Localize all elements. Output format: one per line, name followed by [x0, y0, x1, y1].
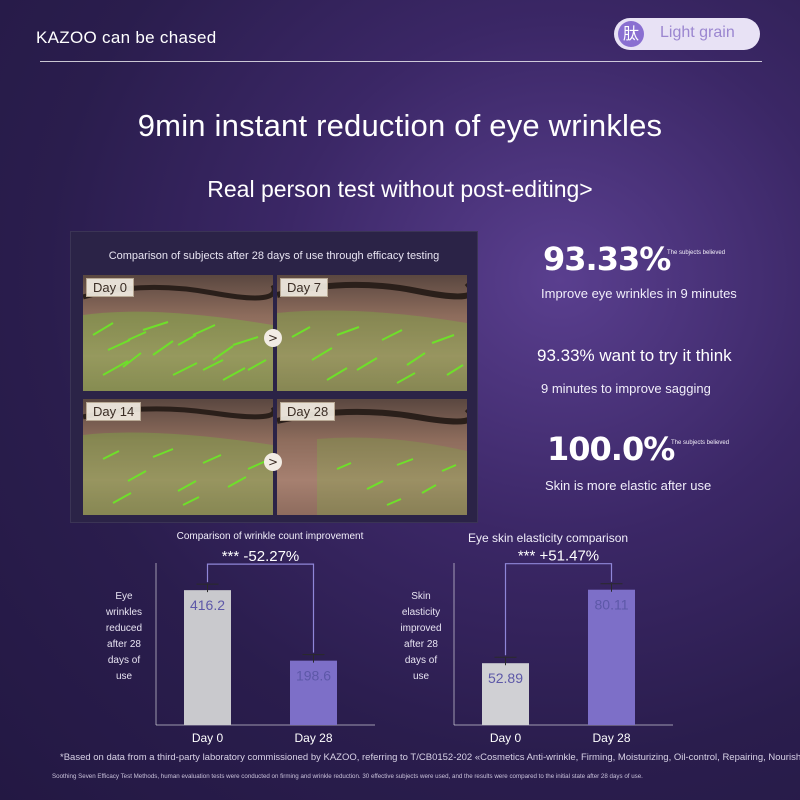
chart1-ylabel: Eye wrinkles reduced after 28 days of us… — [105, 591, 143, 682]
arrow-icon: > — [264, 453, 282, 471]
bar-day-28 — [290, 660, 337, 725]
photo-day-7: Day 7 — [277, 275, 467, 391]
chart1-plot: 416.2 Day 0 198.6 Day 28 *** -52.27% — [155, 548, 375, 745]
badge-pill: 肽 Light grain — [614, 18, 760, 50]
stat-elastic-note: The subjects believed — [671, 440, 730, 446]
page-title: 9min instant reduction of eye wrinkles — [137, 108, 663, 143]
photo-day-28: Day 28 — [277, 399, 467, 515]
day-label: Day 28 — [280, 402, 336, 421]
day-label: Day 7 — [280, 278, 328, 297]
chart2-plot: 52.89 Day 0 80.11 Day 28 *** +51.47% — [453, 548, 673, 745]
bar-day-28 — [588, 589, 635, 725]
chart2-title: Eye skin elasticity comparison — [468, 531, 629, 545]
stat-elastic-percent: 100.0% — [547, 430, 675, 468]
x-tick-label: Day 0 — [192, 731, 224, 745]
page-subtitle: Real person test without post-editing> — [207, 176, 593, 202]
x-tick-label: Day 28 — [294, 731, 332, 745]
photo-panel-heading: Comparison of subjects after 28 days of … — [108, 250, 440, 262]
bar-day-0 — [184, 590, 231, 725]
brand-name: KAZOO can be chased — [36, 28, 217, 47]
day-label: Day 14 — [86, 402, 142, 421]
bar-value-label: 416.2 — [190, 597, 225, 613]
significance-bracket — [206, 563, 315, 653]
footnote-line-1: *Based on data from a third-party labora… — [60, 752, 800, 763]
bar-value-label: 52.89 — [488, 670, 523, 686]
chart2-ylabel: Skin elasticity improved after 28 days o… — [400, 591, 442, 682]
stat-sagging-text: 9 minutes to improve sagging — [541, 381, 711, 396]
peptide-icon: 肽 — [618, 21, 644, 47]
photo-day-14: Day 14 — [83, 399, 273, 515]
footnote-line-2: Soothing Seven Efficacy Test Methods, hu… — [52, 773, 643, 780]
header-divider — [40, 61, 762, 62]
stat-wrinkle-text: Improve eye wrinkles in 9 minutes — [541, 286, 737, 301]
significance-bracket — [504, 563, 613, 656]
chart1-title: Comparison of wrinkle count improvement — [176, 531, 364, 542]
bar-value-label: 80.11 — [595, 597, 629, 613]
wrinkle-overlay-day-0 — [83, 284, 273, 391]
day-label: Day 0 — [86, 278, 134, 297]
stat-wrinkle-note: The subjects believed — [667, 250, 726, 256]
comparison-photo-panel: Comparison of subjects after 28 days of … — [70, 231, 478, 523]
significance-label: *** +51.47% — [518, 548, 599, 565]
stat-wrinkle-percent: 93.33% — [543, 240, 671, 278]
x-tick-label: Day 28 — [592, 731, 630, 745]
bar-day-0 — [482, 663, 529, 725]
arrow-icon: > — [264, 329, 282, 347]
top-bar: KAZOO can be chased 肽 Light grain — [0, 0, 800, 70]
stat-sagging-headline: 93.33% want to try it think — [537, 346, 732, 365]
bar-value-label: 198.6 — [296, 668, 331, 684]
stat-elastic-text: Skin is more elastic after use — [545, 478, 712, 493]
badge-text: Light grain — [660, 24, 735, 41]
significance-label: *** -52.27% — [222, 548, 300, 565]
photo-day-0: Day 0 — [83, 275, 273, 391]
x-tick-label: Day 0 — [490, 731, 522, 745]
